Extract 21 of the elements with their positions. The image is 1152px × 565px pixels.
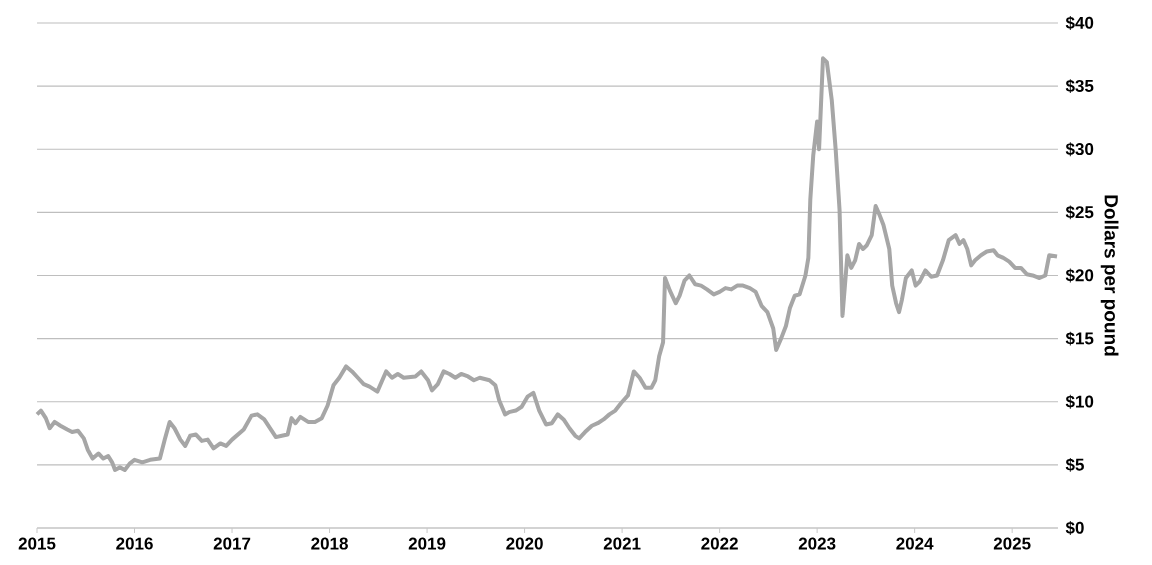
- x-tick-label: 2021: [603, 537, 641, 550]
- y-tick-label: $35: [1065, 79, 1094, 94]
- x-tick-label: 2020: [506, 537, 543, 550]
- x-tick-label: 2022: [701, 537, 738, 550]
- y-tick-label: $40: [1065, 16, 1094, 30]
- x-tick-label: 2017: [213, 537, 251, 550]
- x-tick-label: 2015: [18, 537, 56, 550]
- y-tick-label: $10: [1065, 394, 1094, 409]
- y-tick-label: $5: [1065, 457, 1084, 472]
- y-tick-label: $30: [1065, 142, 1094, 157]
- y-tick-label: $15: [1065, 331, 1094, 346]
- y-tick-label: $20: [1065, 268, 1094, 283]
- x-tick-label: 2024: [896, 537, 934, 550]
- x-tick-label: 2019: [408, 537, 446, 550]
- y-tick-label: $0: [1065, 521, 1084, 535]
- y-tick-label: $25: [1065, 205, 1094, 220]
- x-tick-label: 2025: [993, 537, 1031, 550]
- x-tick-label: 2018: [311, 537, 348, 550]
- x-tick-label: 2023: [798, 537, 836, 550]
- x-tick-label: 2016: [116, 537, 153, 550]
- y-axis-title: Dollars per pound: [1100, 195, 1119, 356]
